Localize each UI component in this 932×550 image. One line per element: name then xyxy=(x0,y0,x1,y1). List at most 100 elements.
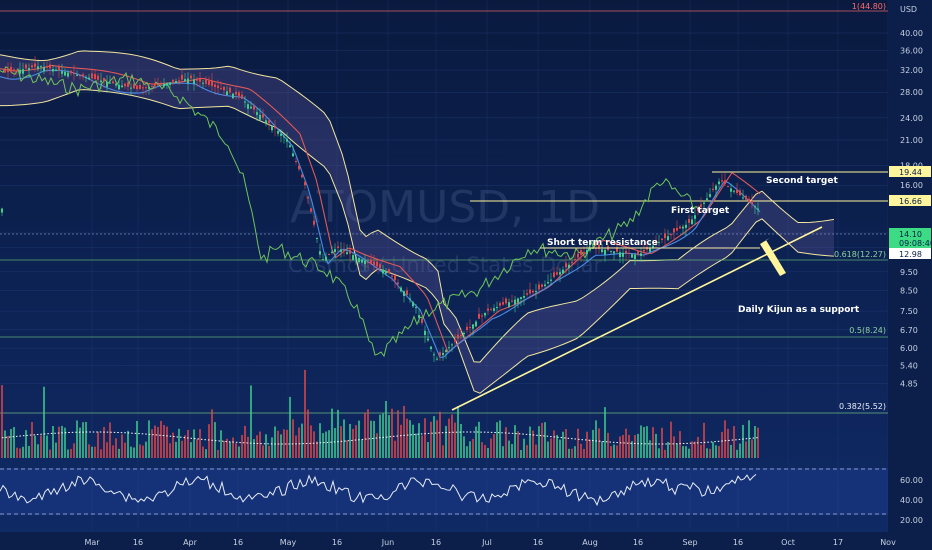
volume-bar xyxy=(382,413,384,458)
volume-bar xyxy=(517,431,519,458)
volume-bar xyxy=(259,431,261,458)
candle-body xyxy=(220,88,222,90)
volume-bar xyxy=(691,441,693,458)
volume-bar xyxy=(376,433,378,458)
price-badge-label: 12.98 xyxy=(899,250,922,259)
volume-bar xyxy=(421,435,423,458)
volume-bar xyxy=(145,441,147,458)
candle-body xyxy=(232,93,234,99)
candle-body xyxy=(442,352,444,356)
volume-bar xyxy=(469,441,471,458)
time-axis xyxy=(0,532,932,550)
candle-body xyxy=(532,290,534,293)
annotation-second-target: Second target xyxy=(766,176,838,186)
candle-body xyxy=(508,302,510,307)
candle-body xyxy=(208,80,210,85)
candle-body xyxy=(88,77,90,80)
volume-bar xyxy=(316,441,318,458)
volume-bar xyxy=(673,436,675,458)
candle-body xyxy=(34,63,36,67)
volume-bar xyxy=(25,430,27,458)
candle-body xyxy=(175,81,177,84)
subtitle-watermark: Cosmos / United States Dollar xyxy=(288,253,603,277)
candle-body xyxy=(448,347,450,349)
volume-bar xyxy=(451,414,453,458)
candle-body xyxy=(163,83,165,87)
time-tick-label: Mar xyxy=(84,538,100,547)
volume-bar xyxy=(16,447,18,458)
volume-bar xyxy=(652,427,654,458)
volume-bar xyxy=(388,415,390,458)
volume-bar xyxy=(499,420,501,458)
candle-body xyxy=(625,250,627,254)
volume-bar xyxy=(181,440,183,458)
candle-body xyxy=(244,101,246,103)
candle-body xyxy=(82,74,84,77)
volume-bar xyxy=(64,427,66,458)
volume-bar xyxy=(589,439,591,458)
volume-bar xyxy=(415,433,417,458)
candle-body xyxy=(343,249,345,251)
candle-body xyxy=(184,79,186,82)
volume-bar xyxy=(34,435,36,458)
volume-bar xyxy=(712,442,714,458)
candle-body xyxy=(1,208,3,213)
time-tick-label: Oct xyxy=(781,538,795,547)
volume-bar xyxy=(361,439,363,458)
rsi-band xyxy=(0,468,888,515)
volume-bar xyxy=(670,421,672,458)
volume-bar xyxy=(223,440,225,458)
candle-body xyxy=(148,86,150,89)
candle-body xyxy=(58,66,60,71)
candle-body xyxy=(421,318,423,323)
candle-body xyxy=(682,226,684,229)
candle-body xyxy=(577,253,579,258)
volume-bar xyxy=(328,430,330,458)
candle-body xyxy=(430,346,432,350)
rsi-tick-label: 60.00 xyxy=(900,476,923,485)
candle-body xyxy=(739,190,741,196)
candle-body xyxy=(157,84,159,86)
volume-bar xyxy=(457,406,459,458)
volume-bar xyxy=(622,435,624,458)
volume-bar xyxy=(304,369,306,458)
volume-bar xyxy=(442,445,444,458)
candle-body xyxy=(445,350,447,353)
candle-body xyxy=(364,260,366,265)
volume-bar xyxy=(319,423,321,458)
candle-body xyxy=(514,299,516,305)
candle-body xyxy=(112,81,114,84)
volume-bar xyxy=(550,438,552,458)
volume-bar xyxy=(295,435,297,458)
candle-body xyxy=(700,204,702,207)
candle-body xyxy=(670,233,672,235)
volume-bar xyxy=(247,436,249,458)
candle-body xyxy=(457,334,459,339)
candle-body xyxy=(271,125,273,131)
volume-bar xyxy=(397,410,399,458)
volume-bar xyxy=(625,428,627,458)
price-tick-label: 28.00 xyxy=(900,88,923,97)
volume-bar xyxy=(535,444,537,458)
candle-body xyxy=(310,208,312,212)
candle-body xyxy=(454,339,456,342)
candle-body xyxy=(280,133,282,136)
price-badge xyxy=(889,237,931,248)
candle-body xyxy=(142,87,144,89)
candle-body xyxy=(52,69,54,72)
candle-body xyxy=(226,91,228,95)
volume-bar xyxy=(208,424,210,458)
volume-bar xyxy=(433,416,435,458)
candle-body xyxy=(256,112,258,115)
volume-bar xyxy=(310,425,312,458)
volume-bar xyxy=(124,442,126,458)
volume-bar xyxy=(493,434,495,458)
grid xyxy=(0,0,889,532)
candle-body xyxy=(340,249,342,252)
volume-bar xyxy=(745,441,747,458)
price-tick-label: 6.00 xyxy=(900,344,918,353)
candle-body xyxy=(694,215,696,219)
price-tick-label: 8.50 xyxy=(900,286,918,295)
candle-body xyxy=(10,66,12,72)
